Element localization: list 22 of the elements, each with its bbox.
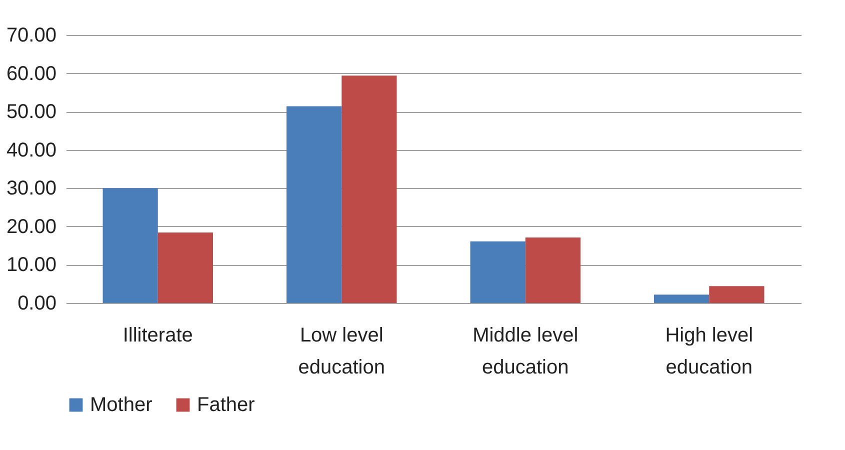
bar (286, 106, 342, 303)
y-tick-label: 50.00 (6, 101, 56, 124)
x-tick-label: Low level education (298, 324, 385, 378)
bar (102, 188, 158, 303)
y-tick-label: 60.00 (6, 62, 56, 85)
legend-label: Father (197, 394, 256, 416)
x-tick-label: Middle level education (472, 324, 578, 378)
bar (470, 241, 526, 303)
y-tick-label: 20.00 (6, 216, 56, 238)
y-tick-label: 40.00 (6, 139, 56, 162)
bar (342, 76, 397, 303)
bar (525, 238, 580, 303)
legend-label: Mother (90, 394, 153, 416)
bar (158, 232, 213, 303)
y-tick-label: 10.00 (6, 254, 56, 276)
bar (709, 286, 764, 303)
y-tick-label: 70.00 (6, 24, 56, 46)
y-tick-label: 30.00 (6, 178, 56, 200)
bar (654, 294, 710, 303)
x-tick-label: Illiterate (122, 324, 193, 346)
x-tick-label: High level education (665, 324, 754, 378)
y-tick-label: 0.00 (18, 292, 56, 314)
